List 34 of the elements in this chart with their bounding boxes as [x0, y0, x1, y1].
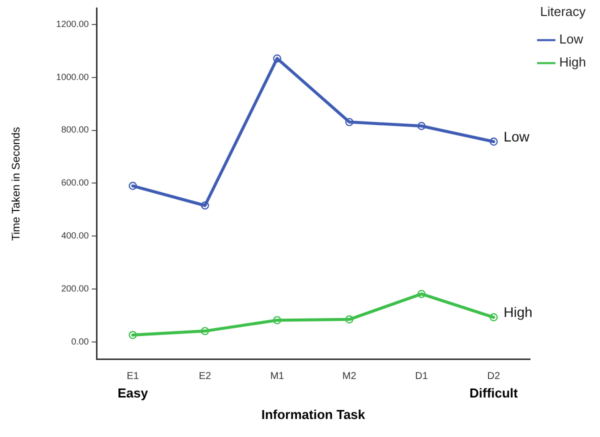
point: [417, 290, 426, 298]
point: [128, 330, 137, 340]
y-tick-label: 1200.00: [56, 18, 89, 29]
point: [345, 315, 354, 324]
x-tick-label: D1: [415, 371, 428, 382]
point: [345, 118, 354, 126]
y-tick-label: 800.00: [61, 124, 89, 135]
point: [128, 182, 137, 190]
x-tick-label: E1: [126, 371, 140, 382]
text: Difficult: [469, 385, 519, 400]
x-axis-title: Information Task: [261, 406, 366, 422]
point: [200, 201, 210, 210]
y-tick-label: 0.00: [71, 336, 89, 347]
text: Easy: [118, 385, 149, 400]
legend-label: High: [559, 54, 586, 70]
point: [490, 138, 498, 146]
point: [273, 54, 282, 63]
x-tick-label: M2: [342, 371, 357, 382]
y-tick-label: 400.00: [61, 230, 89, 241]
y-tick-label: 1000.00: [56, 72, 89, 82]
x-tick-label: E2: [198, 371, 212, 382]
y-tick-label: 600.00: [61, 178, 89, 188]
legend-label: Low: [559, 32, 584, 47]
x-tick-label: M1: [270, 371, 285, 382]
x-tick-label: D2: [487, 371, 500, 382]
y-tick-label: 200.00: [61, 284, 89, 294]
point: [273, 316, 282, 324]
y-axis-title: Time Taken in Seconds: [10, 126, 23, 241]
point: [200, 326, 210, 336]
point: [490, 313, 498, 322]
annotation: High: [504, 304, 532, 320]
point: [417, 122, 426, 130]
annotation: Low: [504, 128, 530, 145]
legend-title: Literacy: [540, 4, 586, 20]
